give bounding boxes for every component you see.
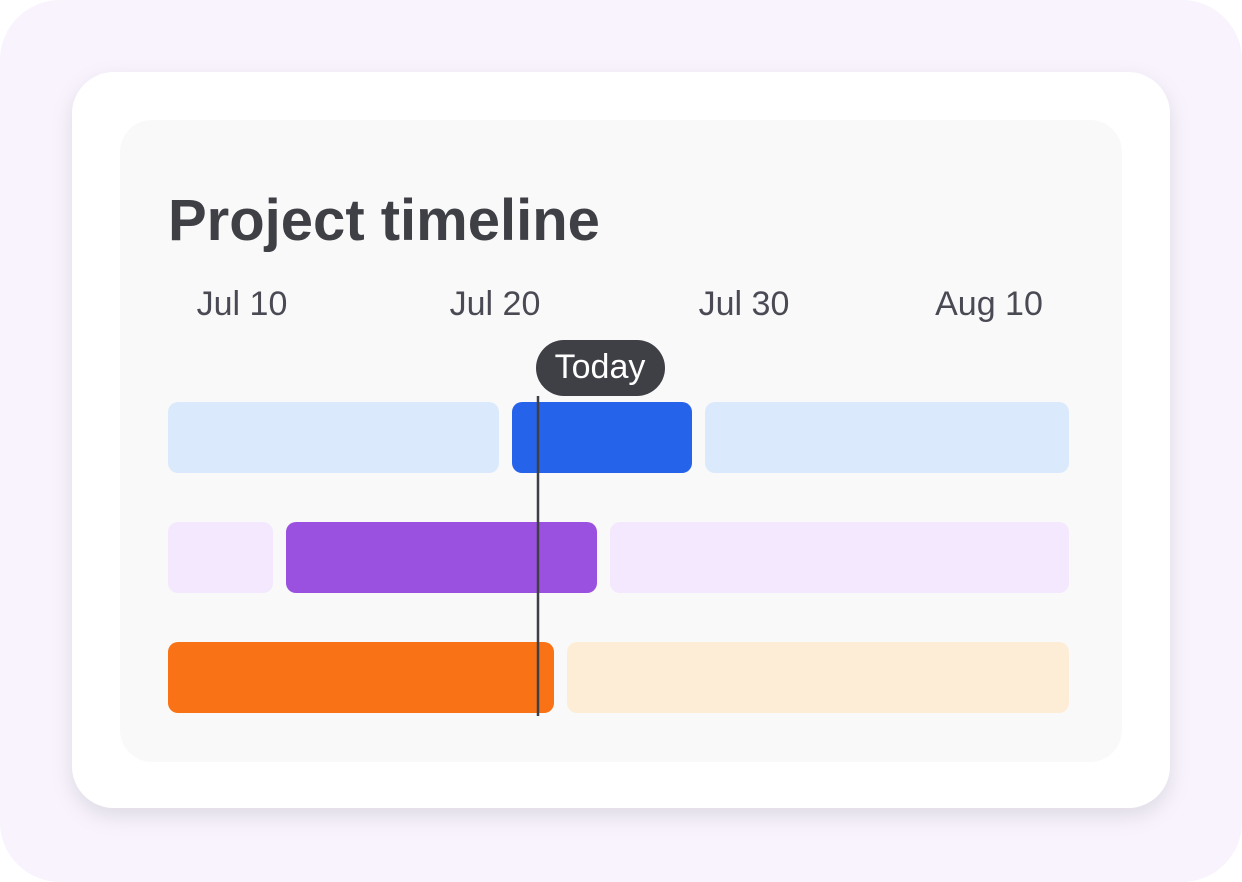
bar-remaining (610, 522, 1069, 593)
date-label: Jul 30 (699, 285, 790, 323)
date-label: Aug 10 (935, 285, 1043, 323)
bar-remaining (567, 642, 1069, 713)
title: Project timeline (168, 188, 600, 253)
bar-active (168, 642, 554, 713)
today-pill (536, 340, 665, 396)
date-label: Jul 20 (450, 285, 541, 323)
bar-remaining (168, 402, 499, 473)
date-label: Jul 10 (197, 285, 288, 323)
today-label: Today (555, 348, 646, 386)
bar-active (286, 522, 597, 593)
bar-remaining (705, 402, 1069, 473)
bar-remaining (168, 522, 273, 593)
bar-active (512, 402, 692, 473)
